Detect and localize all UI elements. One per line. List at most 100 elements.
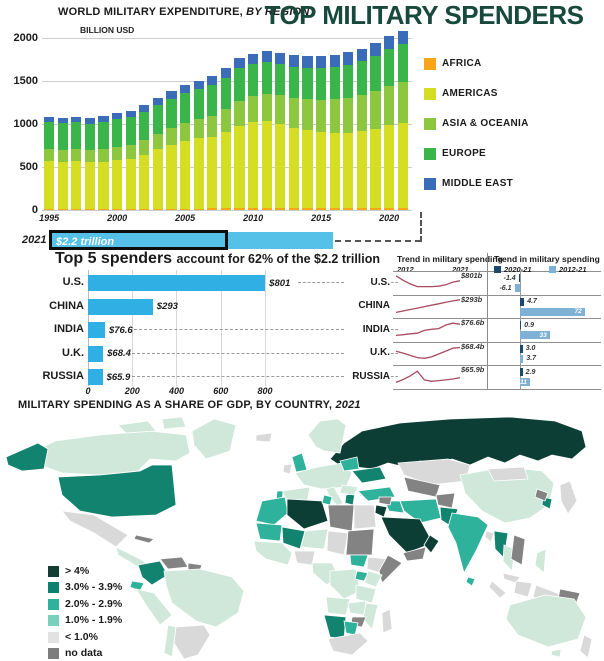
country-north-korea (534, 488, 549, 502)
stack-segment-africa (207, 208, 218, 210)
change-bar-label: 4.7 (527, 298, 537, 305)
country-japan (559, 480, 578, 515)
stack-segment-europe (98, 122, 109, 149)
change-bar-2012-21 (520, 331, 550, 339)
stack-segment-middle-east (356, 48, 367, 62)
stack-segment-africa (139, 208, 150, 210)
country-madagascar (381, 608, 393, 634)
country-kenya (364, 570, 383, 588)
country-mauritania (255, 522, 283, 542)
leader-dash-after (391, 282, 398, 283)
gridline-x (220, 270, 222, 386)
stack-segment-africa (384, 207, 395, 210)
stack-segment-middle-east (288, 55, 299, 67)
stack-segment-europe (302, 67, 313, 100)
country-niger (300, 528, 329, 550)
stack-segment-europe (275, 63, 286, 96)
mid-country-label: INDIA (362, 323, 390, 335)
mid-country-label: RUSSIA (352, 370, 390, 382)
country-canada (27, 430, 191, 476)
x-axis-label: 2010 (243, 213, 264, 223)
country-libya (327, 504, 355, 532)
change-bar-2020-21 (520, 344, 523, 353)
country-west-africa (253, 540, 293, 566)
world-choropleth (5, 416, 593, 660)
connector-dash-horizontal (335, 240, 421, 242)
country-australia (505, 594, 587, 648)
stack-segment-americas (384, 125, 395, 208)
stack-segment-americas (57, 161, 68, 210)
stack-segment-europe (248, 63, 259, 96)
trend-changes-header: Trend in military spending (494, 254, 600, 264)
stack-segment-middle-east (152, 97, 163, 105)
top5-heading-rest: account for 62% of the $2.2 trillion (176, 252, 381, 266)
total-bar-year-label: 2021 (22, 234, 47, 246)
stack-segment-americas (98, 161, 109, 210)
stack-segment-americas (44, 160, 55, 210)
country-sri-lanka (465, 576, 476, 587)
country-venezuela (159, 556, 189, 570)
stack-segment-europe (370, 55, 381, 91)
change-bar-label: 33 (539, 331, 547, 339)
stack-segment-middle-east (343, 52, 354, 65)
country-syria (378, 496, 393, 506)
stack-segment-asia-oceania (397, 82, 408, 124)
stack-segment-europe (193, 89, 204, 120)
stack-segment-africa (57, 209, 68, 210)
stack-segment-middle-east (84, 117, 95, 124)
legend-swatch (424, 178, 436, 190)
country-poland-baltics (339, 456, 360, 472)
change-bar-label: 0.9 (524, 321, 535, 329)
stack-segment-americas (220, 131, 231, 209)
change-legend-label: 2020-21 (504, 265, 532, 274)
stack-segment-asia-oceania (207, 116, 218, 137)
gridline-x (264, 270, 266, 386)
mid-country-label: U.K. (370, 347, 390, 358)
stack-segment-americas (343, 132, 354, 208)
top5-heading: Top 5 spenders account for 62% of the $2… (55, 250, 380, 268)
mid-country-label: CHINA (358, 300, 390, 311)
stack-segment-europe (166, 98, 177, 128)
y-axis-label: 1000 (13, 118, 38, 130)
stack-segment-middle-east (316, 55, 327, 69)
stack-segment-middle-east (220, 68, 231, 78)
stack-segment-europe (343, 64, 354, 98)
trend-sparkline-china (395, 298, 461, 313)
region-chart-title: WORLD MILITARY EXPENDITURE, BY REGION (58, 6, 309, 18)
stack-segment-africa (302, 207, 313, 210)
stack-segment-americas (370, 128, 381, 208)
legend-swatch (424, 118, 436, 130)
stack-segment-africa (180, 208, 191, 210)
change-bar-2020-21 (520, 297, 525, 306)
stack-segment-asia-oceania (125, 144, 136, 160)
y-axis-label: 500 (19, 161, 38, 173)
stack-segment-middle-east (261, 51, 272, 62)
x-axis-label: 400 (168, 386, 184, 396)
value-bar (88, 298, 153, 315)
country-label: INDIA (54, 323, 84, 335)
stack-segment-africa (248, 208, 259, 210)
stack-segment-africa (125, 208, 136, 210)
stack-segment-americas (112, 160, 123, 209)
stack-segment-asia-oceania (180, 122, 191, 141)
legend-swatch (424, 58, 436, 70)
change-legend-label: 2012-21 (559, 265, 587, 274)
country-peru (135, 588, 173, 626)
change-bar-2020-21 (520, 321, 522, 329)
stack-segment-europe (139, 111, 150, 141)
leader-dash-after (391, 329, 398, 330)
country-label: RUSSIA (42, 370, 84, 382)
y-axis-label: 1500 (13, 75, 38, 87)
map-title: MILITARY SPENDING AS A SHARE OF GDP, BY … (18, 399, 361, 411)
sparkline-end-label: $68.4b (461, 341, 485, 351)
stack-segment-europe (316, 68, 327, 100)
stack-segment-americas (288, 127, 299, 208)
country-brazil (163, 568, 245, 628)
stack-segment-middle-east (193, 80, 204, 90)
stack-segment-africa (152, 208, 163, 210)
world-total-bar: $2.2 trillion (50, 232, 333, 249)
stack-segment-europe (152, 104, 163, 134)
stack-segment-asia-oceania (152, 133, 163, 150)
stack-segment-americas (71, 161, 82, 210)
